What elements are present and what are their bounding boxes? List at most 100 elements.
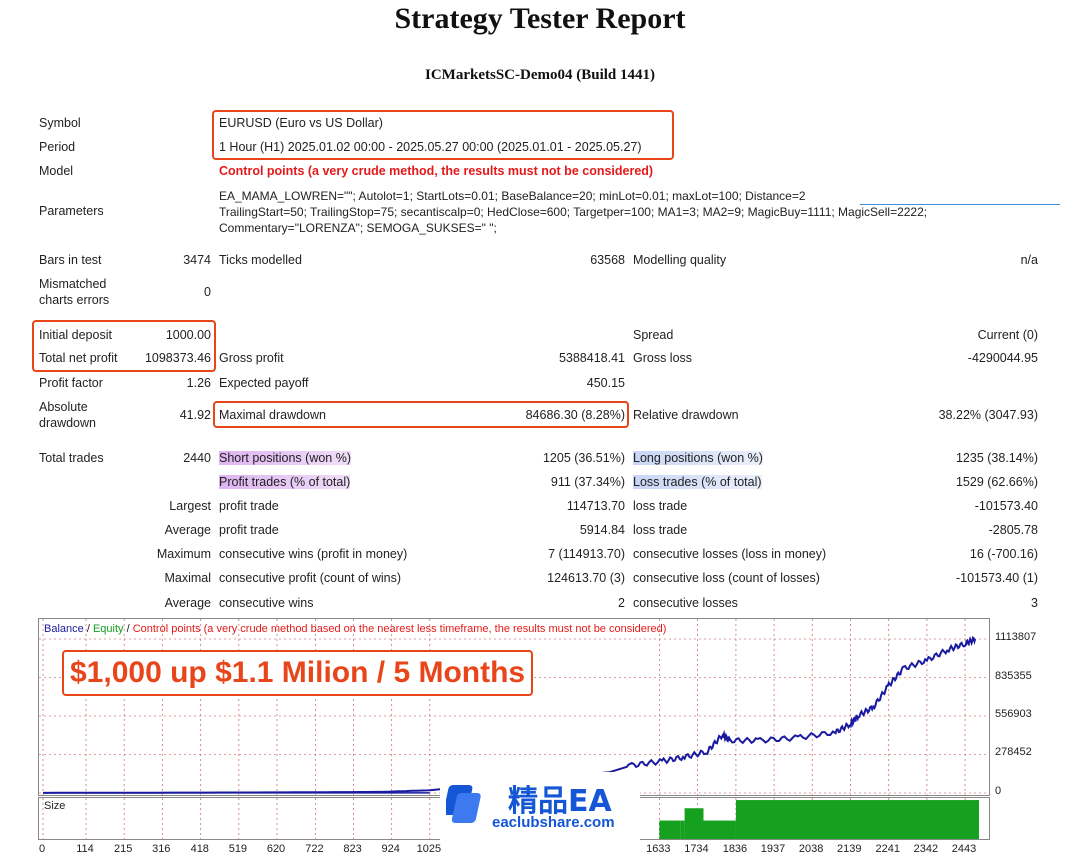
gross-profit-label: Gross profit <box>219 351 284 365</box>
legend-separator: / <box>83 623 93 635</box>
parameters-line-1: EA_MAMA_LOWREN=""; Autolot=1; StartLots=… <box>219 189 806 203</box>
absolute-drawdown-label-2: drawdown <box>39 416 96 430</box>
watermark-name: 精品EA <box>508 784 612 819</box>
x-tick-label: 316 <box>152 843 171 855</box>
profit-trades-label: Profit trades (% of total) <box>219 475 351 489</box>
relative-drawdown-value: 38.22% (3047.93) <box>938 408 1038 422</box>
initial-deposit-value: 1000.00 <box>165 328 211 342</box>
absolute-drawdown-value: 41.92 <box>179 408 211 422</box>
net-profit-value: 1098373.46 <box>144 351 211 365</box>
x-tick-label: 0 <box>38 843 46 855</box>
symbol-label: Symbol <box>39 116 81 130</box>
watermark-logo-icon <box>446 785 481 823</box>
average-consecutive-losses-label: consecutive losses <box>633 596 738 610</box>
divider-line <box>860 204 1060 205</box>
mismatch-label-2: charts errors <box>39 293 110 307</box>
y-tick-label: 0 <box>995 785 1002 797</box>
size-bar <box>659 820 681 839</box>
x-tick-label: 2241 <box>875 843 901 855</box>
y-tick-label: 278452 <box>995 746 1032 759</box>
loss-trades-value: 1529 (62.66%) <box>955 475 1038 489</box>
average-consecutive-label: Average <box>164 596 211 610</box>
profit-factor-value: 1.26 <box>186 376 211 390</box>
symbol-value: EURUSD (Euro vs US Dollar) <box>219 116 383 130</box>
size-label: Size <box>44 800 66 812</box>
x-tick-label: 2342 <box>913 843 939 855</box>
x-tick-label: 215 <box>113 843 133 855</box>
mismatch-value: 0 <box>204 285 211 299</box>
short-positions-value: 1205 (36.51%) <box>542 451 625 465</box>
largest-profit-label: profit trade <box>219 499 279 513</box>
maximum-label: Maximum <box>156 547 211 561</box>
x-tick-label: 924 <box>381 843 400 855</box>
short-positions-label: Short positions (won %) <box>219 451 352 465</box>
net-profit-label: Total net profit <box>39 351 118 365</box>
total-trades-label: Total trades <box>39 451 104 465</box>
x-tick-label: 1836 <box>722 843 748 855</box>
size-chart-svg <box>42 798 979 839</box>
x-tick-label: 2038 <box>798 843 824 855</box>
size-bar <box>684 808 704 839</box>
spread-value: Current (0) <box>977 328 1038 342</box>
period-value: 1 Hour (H1) 2025.01.02 00:00 - 2025.05.2… <box>219 140 642 154</box>
legend-equity: Equity <box>92 623 124 635</box>
average-loss-value: -2805.78 <box>988 523 1038 537</box>
total-trades-value: 2440 <box>183 451 211 465</box>
x-tick-label: 418 <box>190 843 209 855</box>
bars-label: Bars in test <box>39 253 102 267</box>
max-drawdown-label: Maximal drawdown <box>219 408 326 422</box>
profit-trades-value: 911 (37.34%) <box>550 475 625 489</box>
max-drawdown-highlight <box>213 401 629 428</box>
average-profit-value: 5914.84 <box>579 523 625 537</box>
x-tick-label: 722 <box>305 843 324 855</box>
maximal-label: Maximal <box>164 571 211 585</box>
mismatch-label-1: Mismatched <box>39 277 107 291</box>
x-tick-label: 2139 <box>837 843 862 855</box>
x-tick-label: 620 <box>266 843 286 855</box>
maximal-consecutive-profit-value: 124613.70 (3) <box>547 571 625 585</box>
size-bar <box>703 820 736 839</box>
largest-loss-value: -101573.40 <box>974 499 1038 513</box>
parameters-line-3: Commentary="LORENZA"; SEMOGA_SUKSES=" "; <box>219 221 497 235</box>
ticks-value: 63568 <box>590 253 625 267</box>
maximal-consecutive-loss-value: -101573.40 (1) <box>955 571 1038 585</box>
symbol-period-highlight <box>212 110 674 160</box>
x-tick-label: 1025 <box>416 843 442 855</box>
loss-trades-label: Loss trades (% of total) <box>633 475 762 489</box>
x-tick-label: 519 <box>228 843 248 855</box>
y-tick-label: 835355 <box>995 669 1032 682</box>
max-consecutive-wins-value: 7 (114913.70) <box>548 547 625 561</box>
bars-value: 3474 <box>183 253 211 267</box>
ticks-label: Ticks modelled <box>219 253 302 267</box>
gross-profit-value: 5388418.41 <box>558 351 625 365</box>
y-tick-label: 1113807 <box>995 631 1037 643</box>
average-consecutive-wins-value: 2 <box>618 596 625 610</box>
largest-profit-value: 114713.70 <box>566 499 625 513</box>
server-build: ICMarketsSC-Demo04 (Build 1441) <box>425 67 655 83</box>
max-consecutive-losses-label: consecutive losses (loss in money) <box>633 547 827 561</box>
size-bar <box>735 800 979 839</box>
max-drawdown-value: 84686.30 (8.28%) <box>525 408 625 422</box>
expected-payoff-value: 450.15 <box>586 376 625 390</box>
long-positions-value: 1235 (38.14%) <box>955 451 1038 465</box>
max-consecutive-wins-label: consecutive wins (profit in money) <box>219 547 408 561</box>
legend-separator-2: / <box>123 623 133 635</box>
average-consecutive-losses-value: 3 <box>1031 596 1038 610</box>
size-bar <box>680 820 685 839</box>
average-loss-label: loss trade <box>633 523 688 537</box>
x-tick-label: 1734 <box>684 843 709 855</box>
deposit-profit-highlight <box>32 320 216 372</box>
balance-chart-svg <box>39 619 989 795</box>
chart-legend: Balance / Equity / Control points (a ver… <box>44 623 666 635</box>
initial-deposit-label: Initial deposit <box>39 328 112 342</box>
legend-note: Control points (a very crude method base… <box>132 623 667 635</box>
gross-loss-label: Gross loss <box>633 351 693 365</box>
model-label: Model <box>39 164 74 178</box>
largest-loss-label: loss trade <box>633 499 688 513</box>
average-consecutive-wins-label: consecutive wins <box>219 596 314 610</box>
report-title: Strategy Tester Report <box>394 2 686 35</box>
parameters-line-2: TrailingStart=50; TrailingStop=75; secan… <box>219 205 928 219</box>
x-tick-label: 114 <box>76 843 94 855</box>
y-tick-label: 556903 <box>995 708 1032 720</box>
expected-payoff-label: Expected payoff <box>219 376 309 390</box>
